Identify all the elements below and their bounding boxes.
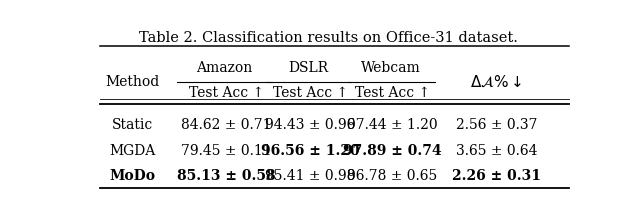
Text: Test Acc ↑: Test Acc ↑ xyxy=(355,86,430,100)
Text: MGDA: MGDA xyxy=(109,144,156,158)
Text: Static: Static xyxy=(111,118,153,132)
Text: 2.56 ± 0.37: 2.56 ± 0.37 xyxy=(456,118,538,132)
Text: 3.65 ± 0.64: 3.65 ± 0.64 xyxy=(456,144,538,158)
Text: 85.13 ± 0.58: 85.13 ± 0.58 xyxy=(177,169,276,183)
Text: Amazon: Amazon xyxy=(196,61,252,75)
Text: 79.45 ± 0.11: 79.45 ± 0.11 xyxy=(181,144,271,158)
Text: Method: Method xyxy=(105,75,159,89)
Text: Test Acc ↑: Test Acc ↑ xyxy=(273,86,348,100)
Text: 94.43 ± 0.96: 94.43 ± 0.96 xyxy=(266,118,356,132)
Text: Test Acc ↑: Test Acc ↑ xyxy=(189,86,264,100)
Text: Table 2. Classification results on Office-31 dataset.: Table 2. Classification results on Offic… xyxy=(139,31,517,45)
Text: 95.41 ± 0.98: 95.41 ± 0.98 xyxy=(266,169,356,183)
Text: MoDo: MoDo xyxy=(109,169,155,183)
Text: DSLR: DSLR xyxy=(288,61,328,75)
Text: 97.44 ± 1.20: 97.44 ± 1.20 xyxy=(347,118,438,132)
Text: Webcam: Webcam xyxy=(362,61,421,75)
Text: 96.78 ± 0.65: 96.78 ± 0.65 xyxy=(348,169,438,183)
Text: 97.89 ± 0.74: 97.89 ± 0.74 xyxy=(343,144,442,158)
Text: 84.62 ± 0.71: 84.62 ± 0.71 xyxy=(181,118,271,132)
Text: 2.26 ± 0.31: 2.26 ± 0.31 xyxy=(452,169,541,183)
Text: 96.56 ± 1.20: 96.56 ± 1.20 xyxy=(261,144,360,158)
Text: $\Delta\mathcal{A}$%$\downarrow$: $\Delta\mathcal{A}$%$\downarrow$ xyxy=(470,74,523,90)
